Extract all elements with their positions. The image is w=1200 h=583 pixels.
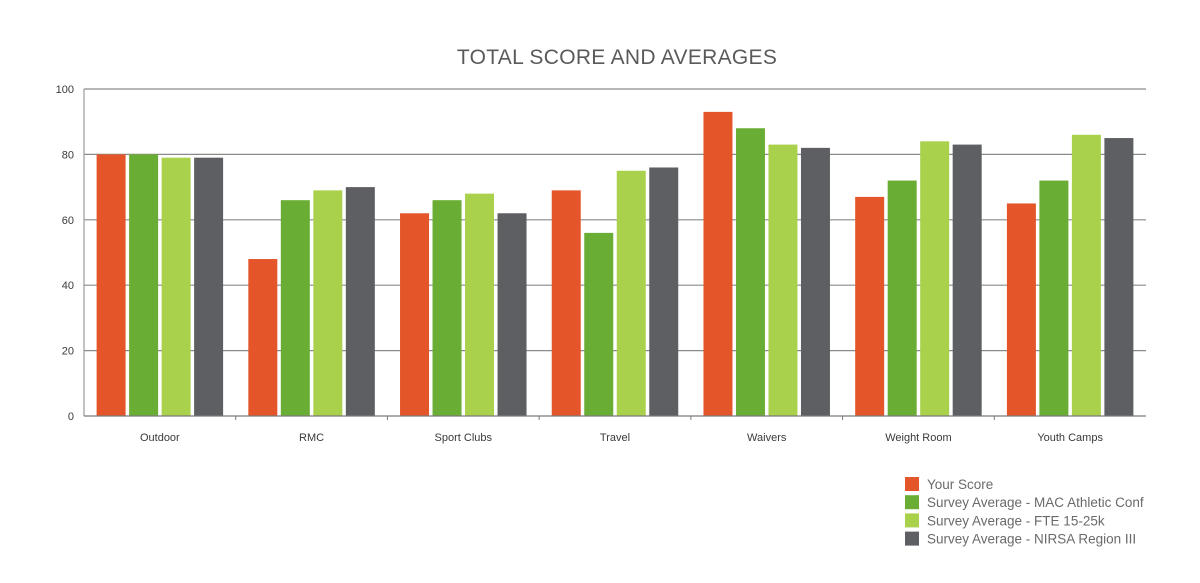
legend-swatch xyxy=(905,495,919,510)
bar xyxy=(768,144,798,416)
x-tick-label: Weight Room xyxy=(885,432,951,444)
legend-swatch xyxy=(905,513,919,528)
bar xyxy=(800,147,830,417)
bar xyxy=(194,157,224,417)
bar xyxy=(1006,203,1036,416)
x-tick-label: Youth Camps xyxy=(1037,432,1103,444)
x-tick-label: Travel xyxy=(600,432,630,444)
bar xyxy=(887,180,917,416)
bar xyxy=(345,187,375,416)
y-tick-label: 0 xyxy=(68,411,74,423)
bar xyxy=(584,232,614,416)
y-tick-label: 100 xyxy=(56,84,74,96)
bar xyxy=(129,154,159,416)
bar xyxy=(432,200,462,416)
bar xyxy=(248,259,278,416)
legend-label: Survey Average - MAC Athletic Conf xyxy=(927,495,1144,510)
legend-label: Survey Average - NIRSA Region III xyxy=(927,532,1136,547)
bar xyxy=(703,111,733,416)
bar xyxy=(735,128,765,417)
legend-swatch xyxy=(905,477,919,491)
bar xyxy=(161,157,191,417)
bar xyxy=(497,213,527,416)
bar xyxy=(465,193,495,416)
bar xyxy=(96,154,126,416)
x-tick-label: RMC xyxy=(299,432,324,444)
bar xyxy=(1104,138,1134,417)
bar xyxy=(400,213,430,416)
bar xyxy=(551,190,581,416)
bar xyxy=(280,200,310,416)
y-tick-label: 80 xyxy=(62,149,74,161)
chart-title: TOTAL SCORE AND AVERAGES xyxy=(457,46,777,69)
y-tick-label: 20 xyxy=(62,346,74,358)
bar xyxy=(313,190,343,416)
bar xyxy=(1039,180,1069,416)
bar xyxy=(616,170,646,416)
bar xyxy=(855,196,885,416)
axes: 0 20 40 60 80 100 Outdoor RMC Sport Clubs Travel W… xyxy=(56,84,1146,444)
bar xyxy=(1071,134,1101,416)
legend-swatch xyxy=(905,531,919,546)
y-tick-label: 60 xyxy=(62,215,74,227)
y-tick-label: 40 xyxy=(62,280,74,292)
x-tick-label: Outdoor xyxy=(140,432,180,444)
legend-label: Survey Average - FTE 15-25k xyxy=(927,513,1105,528)
x-tick-label: Sport Clubs xyxy=(435,432,493,444)
bar xyxy=(952,144,982,416)
x-tick-label: Waivers xyxy=(747,432,787,444)
legend-label: Your Score xyxy=(927,477,993,492)
bar xyxy=(920,141,950,416)
legend: Your Score Survey Average - MAC Athletic … xyxy=(905,477,1144,547)
grid-lines xyxy=(84,88,1146,352)
bar xyxy=(649,167,679,416)
bars xyxy=(96,111,1134,417)
